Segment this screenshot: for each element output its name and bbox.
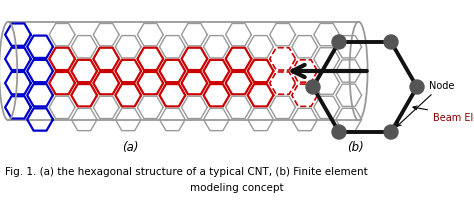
Text: Node: Node [397, 81, 455, 127]
Circle shape [332, 125, 346, 139]
Text: modeling concept: modeling concept [190, 182, 284, 192]
Text: (b): (b) [346, 141, 364, 154]
Text: Beam Element: Beam Element [413, 106, 474, 122]
Text: (a): (a) [122, 141, 138, 154]
Circle shape [410, 81, 424, 95]
Circle shape [384, 36, 398, 50]
Text: Fig. 1. (a) the hexagonal structure of a typical CNT, (b) Finite element: Fig. 1. (a) the hexagonal structure of a… [5, 166, 368, 176]
Circle shape [384, 125, 398, 139]
Circle shape [332, 36, 346, 50]
Circle shape [306, 81, 320, 95]
